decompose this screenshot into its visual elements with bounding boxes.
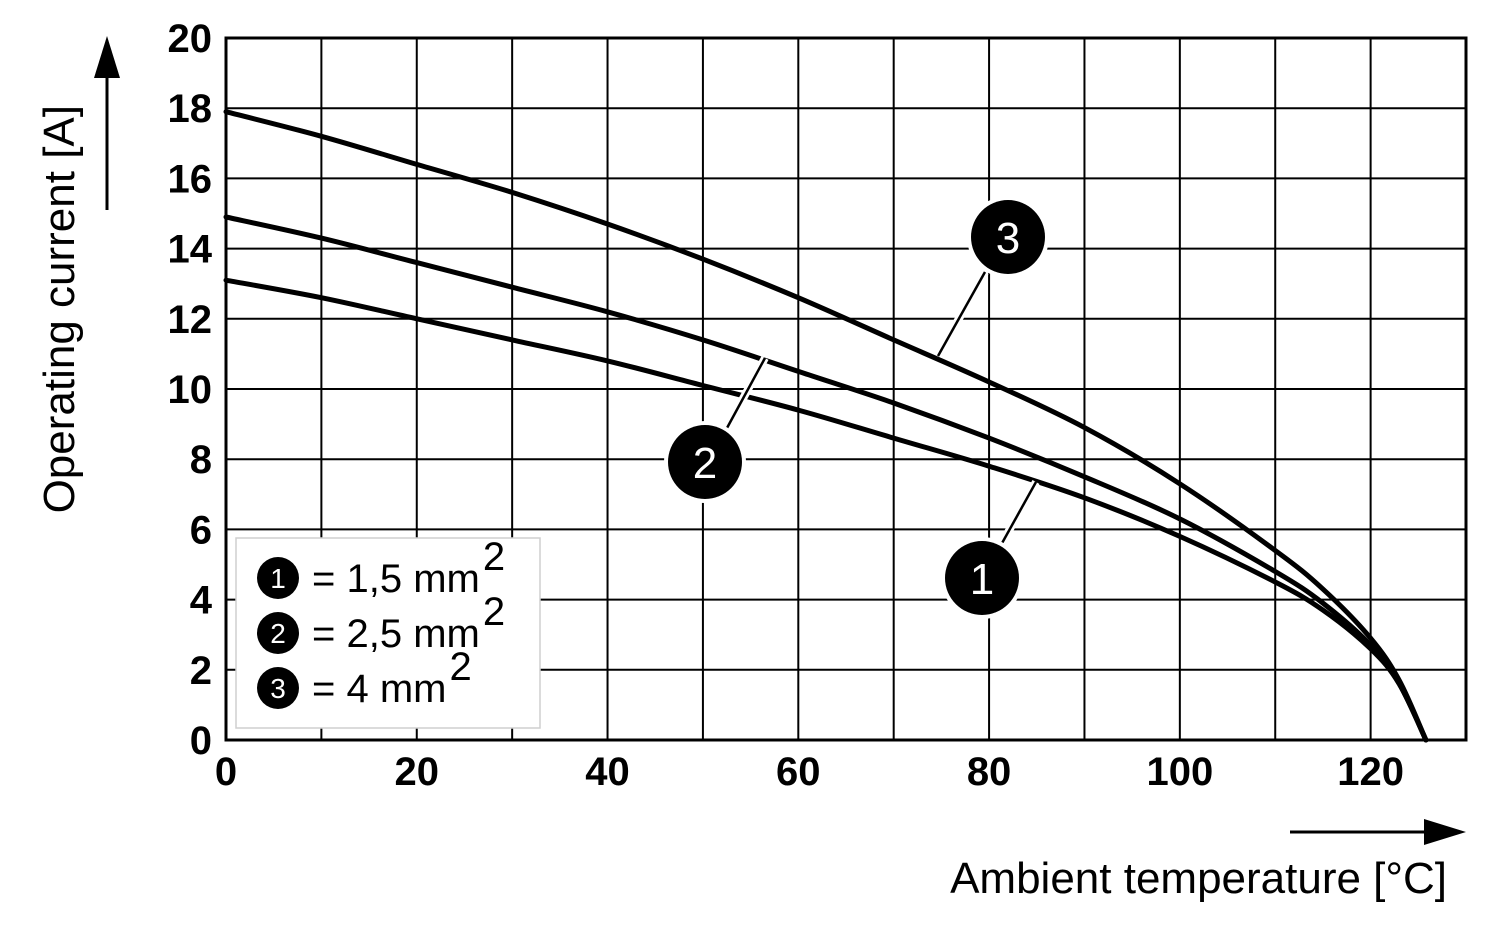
series-line-1 xyxy=(223,277,1429,743)
x-tick-label: 0 xyxy=(215,750,237,794)
x-tick-label: 40 xyxy=(585,750,630,794)
y-tick-label: 18 xyxy=(168,87,213,131)
callout-leader-3 xyxy=(936,271,987,357)
callout-number: 3 xyxy=(996,214,1020,263)
y-tick-label: 2 xyxy=(190,649,212,693)
x-tick-label: 100 xyxy=(1146,750,1213,794)
callouts: 1 2 3 xyxy=(664,196,1049,619)
legend-label-2: = 2,5 mm xyxy=(312,612,480,656)
legend-label-3: = 4 mm xyxy=(312,667,446,711)
legend-badge-number: 2 xyxy=(270,618,286,649)
callout-number: 2 xyxy=(693,439,717,488)
legend-superscript: 2 xyxy=(483,535,505,579)
x-axis-title: Ambient temperature [°C] xyxy=(950,854,1447,903)
y-tick-label: 14 xyxy=(168,228,213,272)
callout-badge-1 xyxy=(945,541,1019,615)
legend-badge-3 xyxy=(257,667,299,709)
y-axis-arrow-head xyxy=(94,36,120,78)
callout-leader-1 xyxy=(999,481,1038,546)
x-tick-label: 60 xyxy=(776,750,821,794)
callout-number: 1 xyxy=(970,555,994,604)
series-line-2 xyxy=(223,214,1429,743)
x-axis-arrow-head xyxy=(1424,819,1466,845)
y-tick-label: 6 xyxy=(190,508,212,552)
x-tick-label: 120 xyxy=(1337,750,1404,794)
plot-frame xyxy=(224,36,1468,742)
callout-leader-2 xyxy=(725,357,767,429)
x-tick-label: 80 xyxy=(967,750,1012,794)
y-tick-label: 16 xyxy=(168,157,213,201)
y-tick-label: 20 xyxy=(168,17,213,61)
legend-superscript: 2 xyxy=(449,645,471,689)
callout-badge-2 xyxy=(668,425,742,499)
legend-badge-1 xyxy=(257,557,299,599)
y-tick-label: 4 xyxy=(190,579,213,623)
callout-badge-3 xyxy=(971,200,1045,274)
x-tick-label: 20 xyxy=(395,750,440,794)
series-lines xyxy=(223,109,1429,743)
legend-badge-2 xyxy=(257,612,299,654)
legend-label-1: = 1,5 mm xyxy=(312,557,480,601)
y-tick-label: 10 xyxy=(168,368,213,412)
y-tick-label: 12 xyxy=(168,298,213,342)
y-tick-label: 8 xyxy=(190,438,212,482)
y-tick-label: 0 xyxy=(190,719,212,763)
legend-superscript: 2 xyxy=(483,590,505,634)
series-line-3 xyxy=(223,109,1429,743)
grid xyxy=(224,36,1468,742)
legend-badge-number: 3 xyxy=(270,673,286,704)
legend: 1 = 1,5 mm 22 = 2,5 mm 23 = 4 mm 2 xyxy=(235,535,541,729)
legend-badge-number: 1 xyxy=(270,563,286,594)
y-axis-title: Operating current [A] xyxy=(35,105,84,513)
